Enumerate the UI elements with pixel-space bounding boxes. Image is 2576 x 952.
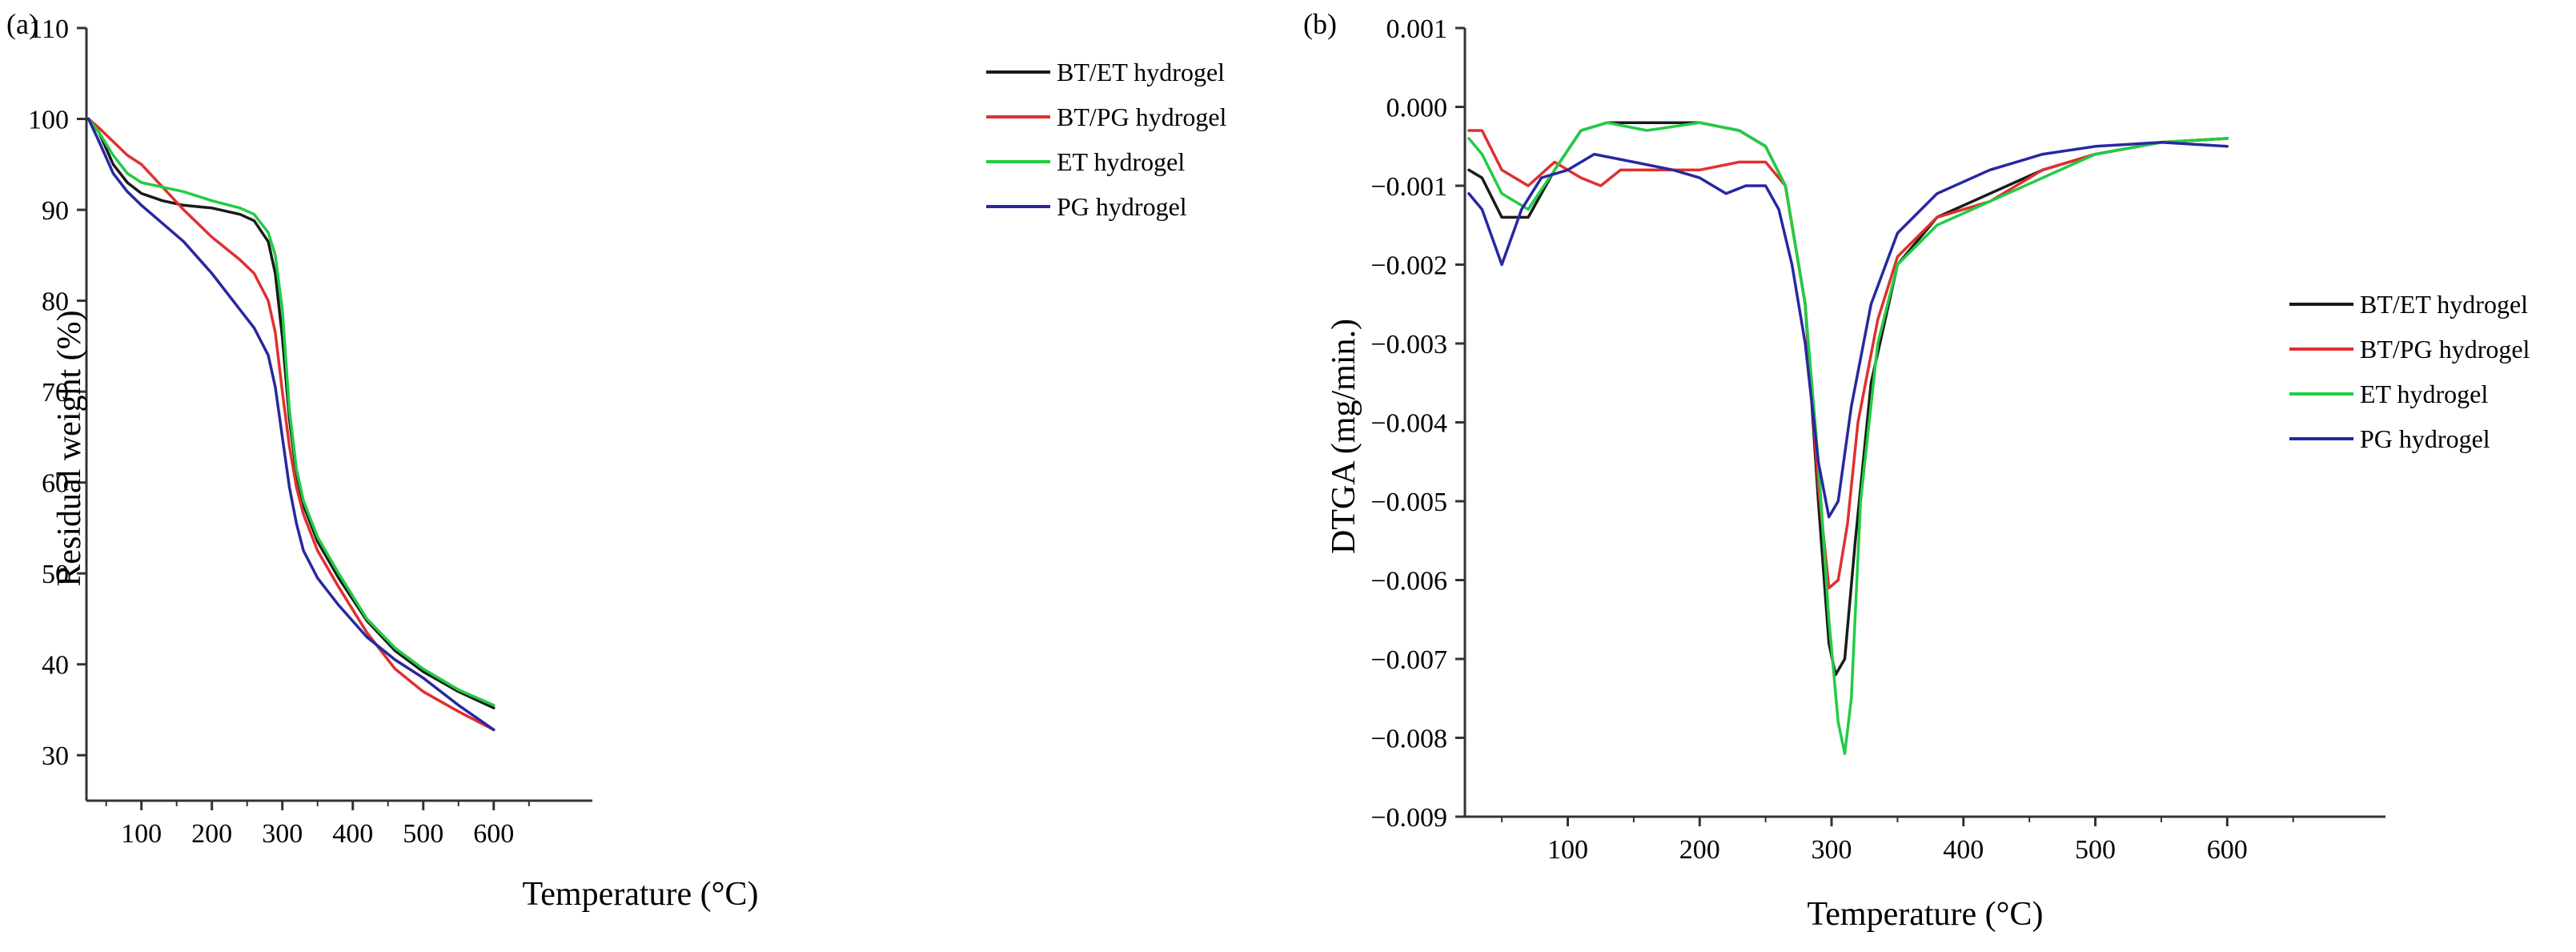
y-tick-label: 80 [42, 287, 69, 317]
series-line-pg-hydrogel [86, 117, 496, 732]
y-tick-label: 30 [42, 741, 69, 771]
y-tick-label: −0.004 [1370, 409, 1447, 439]
y-axis-label-a: Residual weight (%) [51, 310, 88, 586]
series-line-pg-hydrogel [1467, 141, 2229, 519]
series-line-bt-pg-hydrogel [1467, 129, 2229, 590]
legend-label: ET hydrogel [1057, 147, 1185, 176]
x-tick-label: 600 [473, 819, 514, 849]
panel-label-a: (a) [6, 8, 38, 40]
y-tick-label: 40 [42, 651, 69, 681]
series-line-bt-et-hydrogel [1467, 121, 2229, 677]
x-tick-label: 200 [1679, 835, 1720, 865]
y-tick-label: 70 [42, 378, 69, 408]
x-tick-label: 300 [1812, 835, 1852, 865]
y-tick-label: −0.007 [1370, 645, 1447, 675]
chart-panel-a: (a) 100 200 300 400 500 600 30 40 50 60 70 80 90 100 1… [6, 8, 1227, 913]
y-tick-label: −0.006 [1370, 567, 1447, 597]
y-tick-label: −0.002 [1370, 251, 1447, 281]
y-tick-label: −0.008 [1370, 725, 1447, 754]
legend-label: BT/PG hydrogel [2360, 335, 2530, 364]
series-line-bt-et-hydrogel [86, 117, 496, 709]
y-tick-label: 90 [42, 196, 69, 226]
y-axis-label-b: DTGA (mg/min.) [1326, 319, 1362, 554]
x-axis-label-a: Temperature (°C) [523, 876, 759, 913]
x-tick-label: 100 [1547, 835, 1588, 865]
series-line-et-hydrogel [86, 117, 496, 707]
y-tick-label: −0.009 [1370, 803, 1447, 833]
x-tick-label: 500 [403, 819, 443, 849]
panel-label-b: (b) [1303, 8, 1337, 40]
legend-label: ET hydrogel [2360, 380, 2488, 408]
y-tick-label: 0.001 [1386, 14, 1448, 44]
x-tick-label: 200 [191, 819, 232, 849]
x-tick-label: 300 [262, 819, 303, 849]
y-tick-label: 100 [28, 106, 69, 135]
x-tick-label: 400 [1943, 835, 1984, 865]
y-tick-label: 0.000 [1386, 94, 1448, 123]
x-tick-label: 400 [332, 819, 373, 849]
y-tick-label: 110 [29, 14, 69, 44]
y-tick-label: −0.005 [1370, 488, 1447, 517]
chart-panel-b: (b) 100 200 300 400 500 600 0.001 0.000 −0.001 −0… [1303, 8, 2530, 933]
y-tick-label: 50 [42, 560, 69, 589]
legend-label: PG hydrogel [2360, 424, 2490, 453]
y-tick-label: −0.003 [1370, 330, 1447, 360]
x-tick-label: 500 [2075, 835, 2116, 865]
legend-label: BT/PG hydrogel [1057, 102, 1227, 131]
y-tick-label: 60 [42, 469, 69, 499]
legend-a: BT/ET hydrogel BT/PG hydrogel ET hydrogel P… [986, 58, 1227, 221]
legend-label: PG hydrogel [1057, 192, 1187, 221]
x-tick-label: 100 [121, 819, 162, 849]
x-tick-label: 600 [2207, 835, 2248, 865]
legend-label: BT/ET hydrogel [2360, 290, 2528, 319]
y-tick-label: −0.001 [1370, 172, 1447, 202]
legend-b: BT/ET hydrogel BT/PG hydrogel ET hydrogel P… [2289, 290, 2530, 453]
legend-label: BT/ET hydrogel [1057, 58, 1225, 86]
x-axis-label-b: Temperature (°C) [1808, 896, 2044, 933]
